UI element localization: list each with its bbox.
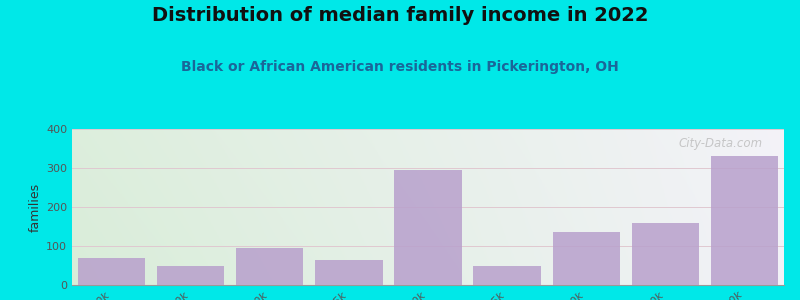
Text: Black or African American residents in Pickerington, OH: Black or African American residents in P… [181,60,619,74]
Bar [315,260,382,285]
Bar [553,232,620,285]
Y-axis label: families: families [29,182,42,232]
Bar [157,266,224,285]
Text: City-Data.com: City-Data.com [678,137,762,150]
Text: Distribution of median family income in 2022: Distribution of median family income in … [152,6,648,25]
Bar [394,170,462,285]
Bar [78,258,145,285]
Bar [632,223,699,285]
Bar [711,156,778,285]
Bar [236,248,303,285]
Bar [474,266,541,285]
